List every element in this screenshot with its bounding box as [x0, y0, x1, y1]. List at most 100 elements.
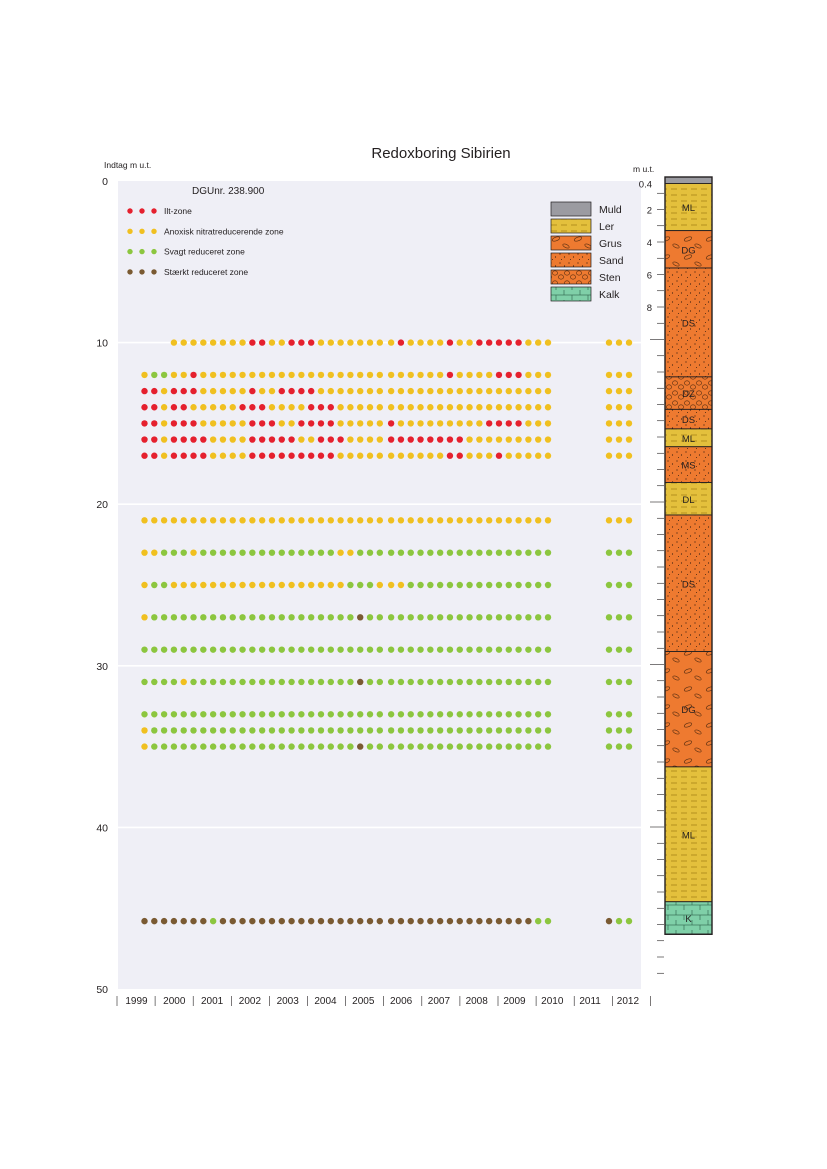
sample-dot — [605, 436, 613, 443]
sample-dot — [417, 420, 424, 427]
layer-label: ML — [682, 203, 695, 214]
sample-dot — [417, 436, 424, 443]
layer-label: DG — [681, 705, 695, 716]
sample-dot — [505, 549, 512, 556]
sample-dot — [427, 646, 434, 653]
sample-dot — [151, 371, 158, 379]
sample-dot — [417, 549, 424, 556]
layer-label: DS — [682, 415, 695, 426]
sample-dot — [239, 614, 246, 621]
sample-dot — [337, 614, 344, 621]
sample-dot — [495, 420, 503, 427]
sample-dot — [347, 614, 354, 621]
sample-dot — [407, 678, 414, 686]
sample-dot — [278, 581, 285, 589]
sample-dot — [229, 614, 236, 621]
sample-dot — [417, 452, 424, 459]
sample-dot — [180, 371, 187, 379]
sample-dot — [357, 646, 364, 653]
lithology-legend: Muld Ler Grus Sand Sten Kalk — [550, 201, 624, 302]
sample-dot — [307, 387, 315, 395]
sample-dot — [307, 420, 315, 427]
sample-dot — [515, 549, 522, 556]
sample-dot — [436, 436, 444, 443]
sample-dot — [249, 917, 256, 925]
sample-dot — [160, 387, 168, 395]
sample-dot — [505, 678, 512, 686]
sample-dot — [456, 549, 463, 556]
sample-dot — [239, 387, 246, 395]
sample-dot — [298, 404, 305, 411]
sample-dot — [476, 678, 483, 686]
layer-label: DG — [681, 245, 695, 256]
sample-dot — [200, 678, 207, 686]
sample-dot — [427, 614, 434, 621]
sample-dot — [278, 436, 285, 443]
sample-dot — [249, 711, 256, 718]
sample-dot — [407, 614, 414, 621]
sample-dot — [605, 711, 613, 718]
sample-dot — [317, 581, 325, 589]
sample-dot — [615, 743, 623, 750]
sample-dot — [160, 549, 168, 556]
sample-dot — [615, 436, 623, 443]
sample-dot — [278, 743, 285, 750]
sample-dot — [278, 917, 285, 925]
sample-dot — [505, 436, 512, 443]
sample-dot — [436, 387, 444, 395]
sample-dot — [327, 436, 334, 443]
sample-dot — [605, 549, 613, 556]
sample-dot — [180, 517, 187, 524]
sample-dot — [476, 743, 483, 750]
sample-dot — [249, 371, 256, 379]
sample-dot — [307, 614, 315, 621]
sample-dot — [605, 614, 613, 621]
sample-dot — [466, 517, 473, 524]
layer-label: ML — [682, 830, 695, 841]
sample-dot — [288, 436, 295, 443]
sample-dot — [268, 711, 276, 718]
sample-dot — [615, 727, 623, 734]
sample-dot — [170, 549, 178, 556]
sample-dot — [229, 743, 236, 750]
sample-dot — [456, 339, 463, 346]
sample-dot — [476, 436, 483, 443]
sample-dot — [456, 371, 463, 379]
sample-dot — [466, 678, 473, 686]
sample-dot — [466, 646, 473, 653]
sample-dot — [417, 917, 424, 925]
sample-dot — [160, 711, 168, 718]
sample-dot — [466, 452, 473, 459]
sample-dot — [417, 727, 424, 734]
sample-dot — [298, 517, 305, 524]
sample-dot — [357, 452, 364, 459]
sample-dot — [387, 727, 395, 734]
sample-dot — [288, 517, 295, 524]
sample-dot — [160, 917, 168, 925]
sample-dot — [544, 404, 552, 411]
sample-dot — [141, 420, 148, 427]
sample-dot — [327, 452, 334, 459]
sample-dot — [160, 678, 168, 686]
sample-dot — [485, 711, 493, 718]
sample-dot — [495, 646, 503, 653]
sample-dot — [170, 614, 178, 621]
sample-dot — [417, 404, 424, 411]
sample-dot — [229, 727, 236, 734]
sample-dot — [209, 436, 217, 443]
sample-dot — [307, 517, 315, 524]
sample-dot — [515, 678, 522, 686]
sample-dot — [229, 452, 236, 459]
sample-dot — [268, 549, 276, 556]
sample-dot — [200, 387, 207, 395]
legend-dot — [127, 208, 133, 214]
sample-dot — [505, 917, 512, 925]
lithology-swatch — [550, 269, 592, 285]
x-tick-label: 2005 — [352, 996, 375, 1007]
sample-dot — [141, 581, 148, 589]
sample-dot — [278, 517, 285, 524]
sample-dot — [544, 678, 552, 686]
sample-dot — [515, 517, 522, 524]
sample-dot — [476, 404, 483, 411]
